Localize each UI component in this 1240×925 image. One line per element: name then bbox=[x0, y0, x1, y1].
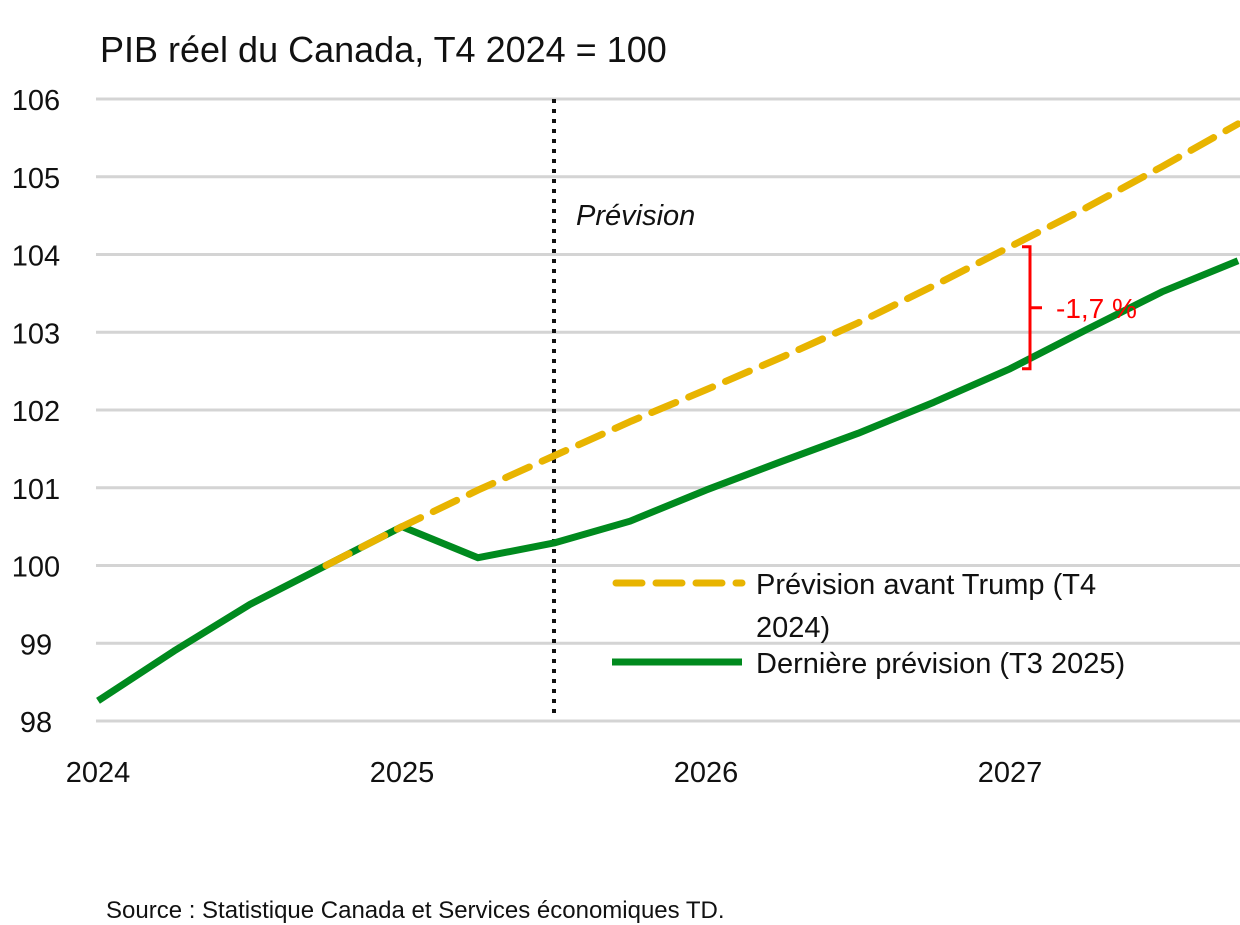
y-tick-label: 102 bbox=[12, 396, 60, 428]
y-tick-label: 106 bbox=[12, 85, 60, 117]
x-tick-label: 2025 bbox=[370, 757, 435, 789]
y-tick-label: 99 bbox=[20, 629, 52, 661]
chart-title: PIB réel du Canada, T4 2024 = 100 bbox=[100, 29, 667, 70]
x-tick-label: 2026 bbox=[674, 757, 739, 789]
gap-annotation: -1,7 % bbox=[1056, 293, 1137, 324]
y-tick-label: 101 bbox=[12, 474, 60, 506]
x-tick-label: 2027 bbox=[978, 757, 1043, 789]
y-tick-label: 105 bbox=[12, 163, 60, 195]
y-tick-label: 103 bbox=[12, 318, 60, 350]
legend-label: Dernière prévision (T3 2025) bbox=[756, 648, 1125, 680]
legend-label: 2024) bbox=[756, 612, 830, 644]
series-line bbox=[96, 257, 1240, 704]
legend-label: Prévision avant Trump (T4 bbox=[756, 569, 1096, 601]
forecast-label: Prévision bbox=[576, 200, 695, 232]
gap-bracket bbox=[1022, 245, 1042, 371]
x-tick-label: 2024 bbox=[66, 757, 131, 789]
y-tick-label: 98 bbox=[20, 707, 52, 739]
y-tick-label: 100 bbox=[12, 552, 60, 584]
series-line bbox=[322, 120, 1240, 569]
source-note: Source : Statistique Canada et Services … bbox=[106, 897, 725, 924]
y-tick-label: 104 bbox=[12, 241, 60, 273]
